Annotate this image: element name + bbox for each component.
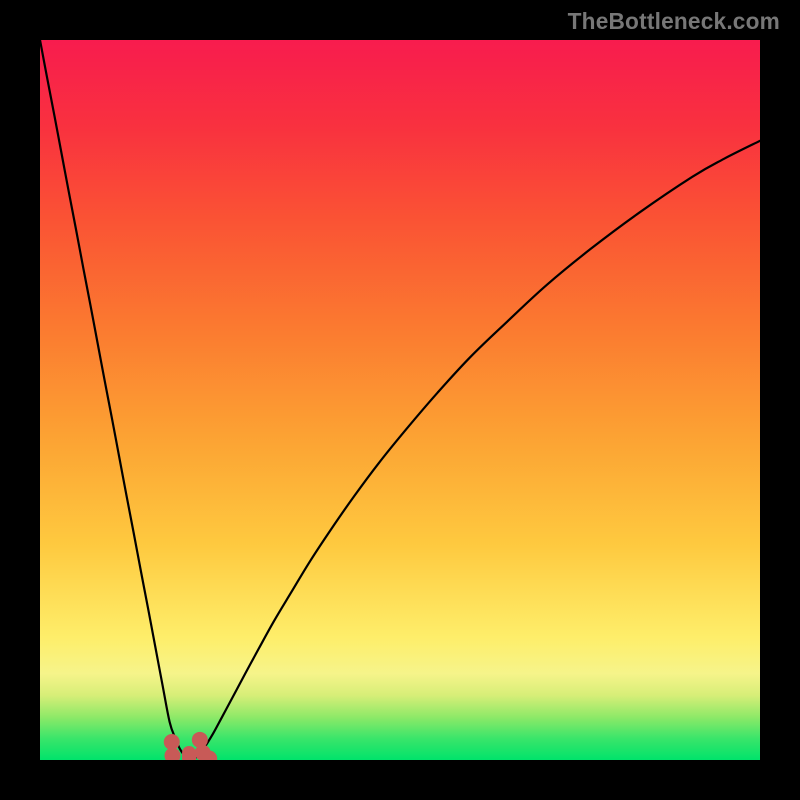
bottom-marker-pill [182, 746, 196, 768]
bottom-marker-dot [201, 751, 217, 767]
curve-v-curve [40, 40, 760, 760]
bottom-marker-dot [164, 748, 180, 764]
watermark-text: TheBottleneck.com [568, 8, 780, 35]
plot-svg [0, 0, 800, 800]
bottom-marker-dot [164, 734, 180, 750]
